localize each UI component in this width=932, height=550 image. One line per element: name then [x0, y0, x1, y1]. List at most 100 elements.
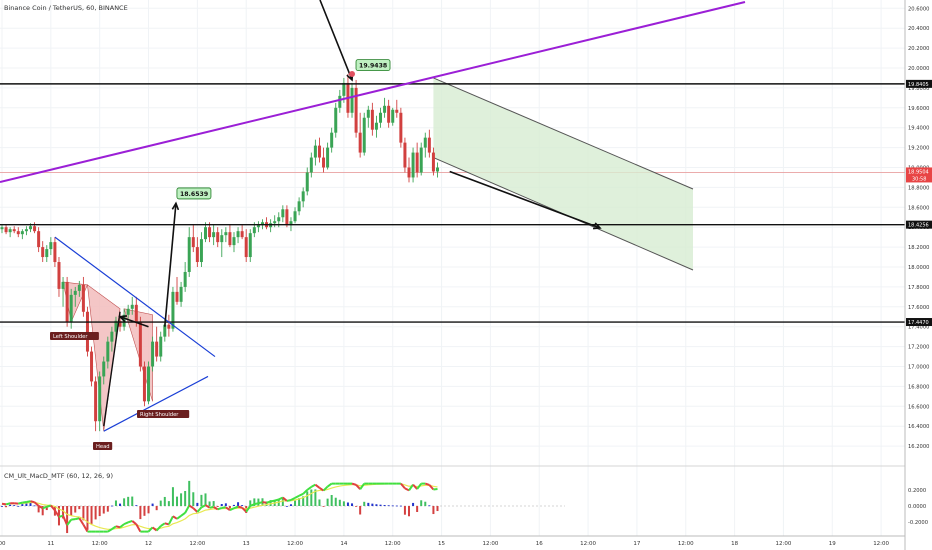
price-tick-label: 16.4000: [908, 424, 929, 430]
time-tick-label: 16: [536, 541, 543, 547]
candle-body: [138, 321, 142, 367]
macd-line-segment: [213, 506, 219, 511]
candle-body: [90, 351, 94, 382]
candle-body: [350, 87, 354, 113]
candle-body: [427, 137, 431, 153]
macd-line-segment: [78, 517, 85, 526]
candle-body: [33, 226, 37, 232]
macd-histogram-bar: [424, 501, 427, 506]
macd-line-segment: [184, 504, 191, 514]
macd-histogram-bar: [33, 505, 36, 507]
candle-body: [134, 304, 138, 322]
price-axis[interactable]: 20.6000 20.4000 20.2000 20.0000 19.8000 19.60…: [906, 6, 932, 526]
macd-histogram-bar: [436, 506, 439, 512]
macd-line-segment: [167, 515, 174, 525]
macd-histogram-bar: [135, 505, 138, 506]
price-tick-label: 19.4000: [908, 126, 929, 132]
pattern-label-text: Left Shoulder: [53, 334, 88, 340]
candle-body: [244, 237, 248, 258]
macd-histogram-bar: [127, 496, 130, 506]
macd-histogram-bar: [110, 505, 113, 507]
macd-histogram-bar: [241, 505, 244, 506]
time-tick-label: 19: [829, 541, 836, 547]
candle-body: [142, 366, 146, 402]
pattern-label-text: Right Shoulder: [140, 412, 179, 418]
candle-body: [4, 227, 8, 233]
macd-line-segment: [127, 520, 133, 524]
indicator-title: CM_Ult_MacD_MTF (60, 12, 26, 9): [4, 472, 113, 480]
candle-body: [297, 201, 301, 212]
macd-histogram-bar: [147, 506, 150, 514]
macd-histogram-bar: [224, 503, 227, 506]
price-tick-label: 19.2000: [908, 146, 929, 152]
candle-body: [8, 229, 12, 233]
candle-body: [236, 231, 240, 238]
macd-line-segment: [66, 519, 72, 526]
macd-histogram-bar: [180, 493, 183, 506]
macd-histogram-bar: [359, 506, 362, 515]
candle-body: [419, 147, 423, 173]
candle-body: [411, 152, 415, 178]
macd-histogram-bar: [119, 503, 122, 506]
macd-histogram-bar: [106, 506, 109, 512]
macd-line-segment: [400, 482, 406, 490]
macd-line-segment: [160, 522, 166, 527]
candle-body: [317, 145, 321, 158]
candle-body: [260, 222, 264, 226]
macd-histogram-bar: [78, 506, 81, 510]
macd-line-segment: [294, 494, 300, 499]
candle-body: [183, 271, 187, 287]
macd-histogram-bar: [70, 506, 73, 516]
candle-body: [407, 167, 411, 178]
macd-histogram-bar: [326, 498, 329, 506]
macd-histogram-bar: [232, 504, 235, 506]
candle-body: [12, 229, 16, 232]
macd-line-segment: [131, 520, 137, 526]
price-tick-label: 17.8000: [908, 285, 929, 291]
price-tick-label: 20.2000: [908, 46, 929, 52]
candle-body: [171, 291, 175, 329]
candle-body: [118, 320, 122, 327]
price-callout-box: [176, 187, 212, 200]
time-tick-label: 12:00: [287, 541, 303, 547]
macd-histogram-bar: [1, 506, 3, 507]
macd-histogram-bar: [188, 480, 191, 506]
candle-body: [273, 221, 277, 224]
macd-line-segment: [274, 498, 280, 502]
macd-histogram-bar: [395, 505, 398, 507]
macd-histogram-bar: [302, 496, 305, 506]
candle-body: [423, 137, 427, 148]
time-axis[interactable]: 00 11 12:00 12 12:00 13 12:00 14 12:00 15 12:00 16 1…: [0, 541, 890, 547]
macd-histogram-bar: [176, 496, 179, 506]
head-rise-line: [103, 311, 121, 427]
macd-histogram-bar: [338, 499, 341, 506]
macd-histogram-bar: [342, 501, 345, 506]
candle-body: [228, 232, 232, 246]
current-price-tag: [906, 167, 932, 183]
macd-histogram-bar: [151, 503, 154, 506]
macd-histogram-bar: [13, 505, 16, 506]
macd-histogram-bar: [379, 504, 382, 506]
candle-body: [77, 284, 81, 291]
price-axis-panel[interactable]: [905, 0, 932, 550]
candle-body: [94, 381, 98, 422]
candle-body: [102, 361, 106, 377]
macd-line-segment: [58, 514, 64, 518]
macd-line-segment: [262, 501, 267, 504]
price-tick-label: 17.4000: [908, 325, 929, 331]
macd-histogram-bar: [285, 505, 288, 507]
candle-body: [354, 87, 358, 133]
macd-histogram-bar: [66, 506, 69, 534]
price-tick-label: 18.0000: [908, 265, 929, 271]
macd-line-segment: [38, 505, 44, 510]
macd-line-segment: [107, 528, 113, 533]
pattern-label-box: [93, 442, 113, 450]
macd-histogram-bar: [249, 500, 252, 506]
macd-histogram-bar: [29, 502, 32, 506]
candle-body: [358, 132, 362, 153]
macd-histogram-bar: [387, 505, 390, 507]
macd-line-segment: [204, 504, 211, 509]
time-tick-label: 00: [0, 541, 6, 547]
candle-body: [415, 152, 419, 173]
